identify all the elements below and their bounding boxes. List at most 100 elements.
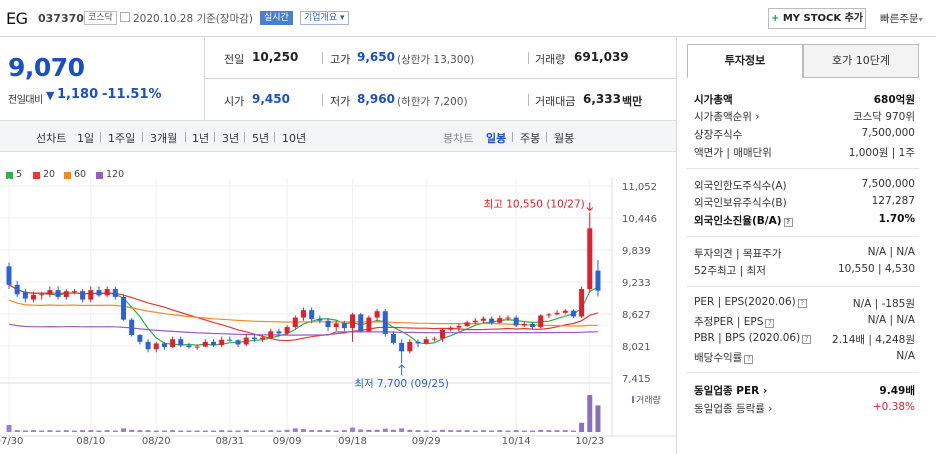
candles — [6, 212, 601, 363]
info-label[interactable]: 동일업종 등락률 › — [694, 401, 773, 416]
volume-bar — [521, 430, 527, 432]
volume-bar — [186, 430, 192, 432]
period-1d[interactable]: 1일 — [77, 132, 95, 145]
info-value: 10,550 | 4,530 — [837, 263, 915, 275]
candle-body — [268, 331, 274, 338]
candle-body — [440, 329, 446, 339]
low-value: 8,960 — [357, 92, 395, 106]
volume-bar — [464, 430, 470, 432]
y-tick-label: 11,052 — [622, 182, 657, 193]
period-3y[interactable]: 3년 — [222, 132, 240, 145]
candle-body — [137, 334, 143, 342]
volume-bar — [47, 430, 53, 432]
candle-weekly[interactable]: 주봉 — [520, 132, 541, 145]
info-label: 외국인소진율(B/A)? — [694, 213, 793, 228]
period-3m[interactable]: 3개월 — [150, 132, 178, 145]
help-icon[interactable]: ? — [765, 319, 775, 328]
period-1w[interactable]: 1주일 — [108, 132, 136, 145]
candle-body — [260, 337, 266, 340]
volume-bar — [333, 430, 339, 432]
x-tick-label: 07/30 — [0, 436, 23, 447]
x-tick-label: 09/29 — [412, 436, 441, 447]
legend-ma5: 5 — [16, 169, 23, 180]
info-label: 상장주식수 — [694, 127, 742, 142]
volume-bar — [39, 430, 45, 432]
candle-body — [153, 343, 159, 350]
x-tick-label: 08/31 — [215, 436, 244, 447]
candle-body — [562, 310, 568, 313]
candle-body — [309, 310, 315, 320]
y-tick-label: 8,627 — [622, 310, 651, 321]
volume-bar — [341, 430, 347, 432]
candle-body — [595, 270, 601, 291]
volume-bar — [595, 405, 601, 432]
volume-bar — [554, 430, 560, 432]
tab-orderbook[interactable]: 호가 10단계 — [803, 44, 919, 78]
legend-ma60: 60 — [74, 169, 87, 180]
help-icon[interactable]: ? — [797, 299, 807, 308]
legend-ma5-swatch — [6, 172, 13, 179]
volume-bar — [505, 430, 511, 432]
volume-bar — [456, 430, 462, 432]
line-chart-label[interactable]: 선차트 — [36, 132, 67, 145]
candle-body — [22, 291, 28, 299]
tab-invest-info[interactable]: 투자정보 — [687, 44, 803, 78]
candle-body — [129, 319, 135, 335]
period-1y[interactable]: 1년 — [192, 132, 210, 145]
high-label: 고가 — [330, 53, 351, 66]
candle-body — [358, 314, 364, 332]
candle-body — [55, 290, 61, 297]
candle-body — [243, 337, 249, 345]
plus-icon: + — [770, 13, 780, 24]
candle-body — [121, 296, 127, 320]
company-overview-button[interactable]: 기업개요 ▾ — [300, 11, 349, 25]
info-label[interactable]: 시가총액순위 › — [694, 109, 760, 124]
down-arrow-icon: ▼ — [46, 89, 55, 102]
candle-body — [96, 290, 102, 296]
price-chart[interactable]: 11,052 10,446 9,839 9,233 8,627 8,021 7,415 07/… — [0, 178, 676, 454]
period-10y[interactable]: 10년 — [282, 132, 307, 145]
candle-body — [6, 266, 12, 285]
candle-body — [350, 314, 356, 329]
candle-body — [235, 340, 241, 345]
volume-bar — [104, 430, 110, 432]
info-label: 액면가 | 매매단위 — [694, 145, 772, 160]
volume-bar — [276, 430, 282, 432]
market-badge: 코스닥 — [84, 11, 117, 25]
volume-bar — [546, 430, 552, 432]
help-icon[interactable]: ? — [802, 335, 812, 344]
volume-bar — [300, 429, 306, 432]
candle-body — [497, 318, 503, 323]
volume-bar — [415, 430, 421, 432]
info-label: 외국인보유주식수(B) — [694, 195, 787, 210]
candle-body — [587, 228, 593, 290]
legend-ma20: 20 — [43, 169, 56, 180]
low-annotation: 최저 7,700 (09/25) — [354, 378, 449, 390]
info-label[interactable]: 동일업종 PER › — [694, 383, 767, 398]
info-label-text: 액면가 | 매매단위 — [694, 147, 772, 159]
open-label: 시가 — [224, 95, 245, 108]
candle-body — [374, 311, 380, 318]
help-icon[interactable]: ? — [783, 218, 793, 227]
candle-body — [546, 314, 552, 316]
help-icon[interactable]: ? — [744, 355, 754, 364]
candle-body — [431, 338, 437, 340]
quick-order-button[interactable]: 빠른주문▾ — [880, 11, 923, 26]
candle-body — [31, 294, 37, 300]
volume-bar — [194, 430, 200, 432]
volume-bar — [587, 395, 593, 432]
candle-monthly[interactable]: 월봉 — [554, 132, 575, 145]
info-value: 2.14배 | 4,248원 — [832, 334, 915, 346]
info-value: N/A | N/A — [867, 246, 915, 258]
mystock-add-label: MY STOCK 추가 — [782, 13, 864, 24]
period-5y[interactable]: 5년 — [252, 132, 270, 145]
mystock-add-button[interactable]: + MY STOCK 추가 — [768, 8, 866, 29]
info-value: N/A — [896, 350, 915, 362]
candle-chart-label[interactable]: 봉차트 — [443, 132, 474, 145]
realtime-button[interactable]: 실시간 — [260, 11, 293, 25]
x-tick-label: 08/10 — [76, 436, 105, 447]
volume-bar — [260, 430, 266, 432]
volume-bar — [284, 429, 290, 432]
trade-amount-unit: 백만 — [622, 95, 643, 108]
candle-daily[interactable]: 일봉 — [486, 132, 507, 145]
